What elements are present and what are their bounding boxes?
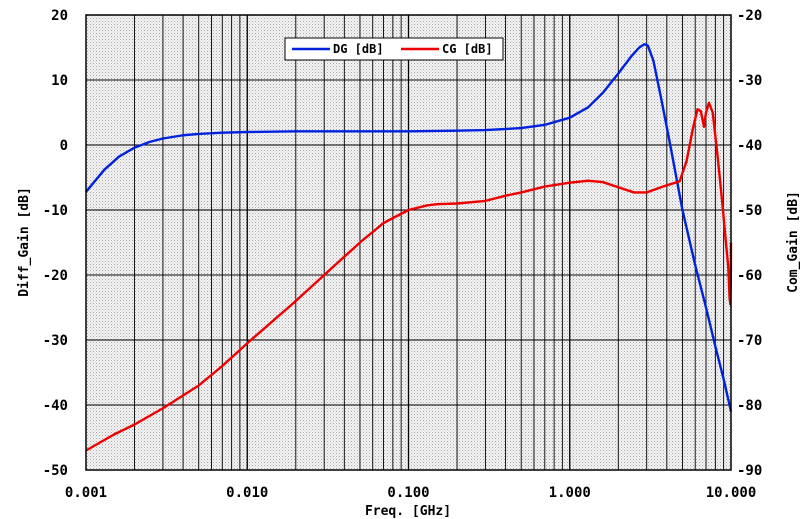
x-tick-label: 10.000 (706, 485, 757, 501)
y-axis-title-left: Diff_Gain [dB] (17, 187, 32, 297)
x-tick-label: 0.100 (387, 485, 429, 501)
y-tick-label-left: 0 (60, 138, 68, 154)
y-tick-label-right: -20 (737, 8, 762, 24)
y-tick-label-left: -10 (43, 203, 68, 219)
legend: DG [dB] CG [dB] (284, 37, 504, 61)
y-tick-label-right: -90 (737, 463, 762, 479)
y-axis-title-right: Com_Gain [dB] (786, 191, 801, 293)
y-tick-label-right: -40 (737, 138, 762, 154)
legend-label-dg: DG [dB] (333, 42, 384, 56)
y-tick-label-left: 20 (51, 8, 68, 24)
y-tick-label-left: -40 (43, 398, 68, 414)
tick-labels: 0.001 0.010 0.100 1.000 10.000 20 10 0 -10 -20 -30… (43, 8, 763, 501)
x-axis-title: Freq. [GHz] (365, 504, 451, 519)
y-tick-label-right: -80 (737, 398, 762, 414)
x-tick-label: 0.001 (65, 485, 107, 501)
legend-box (284, 37, 504, 61)
plot-frame (85, 14, 732, 471)
x-tick-label: 0.010 (226, 485, 268, 501)
legend-label-cg: CG [dB] (442, 42, 493, 56)
grid (86, 15, 731, 470)
y-tick-label-right: -30 (737, 73, 762, 89)
y-tick-label-left: -50 (43, 463, 68, 479)
series-line-cg (85, 101, 733, 452)
y-tick-label-left: -20 (43, 268, 68, 284)
y-tick-label-right: -70 (737, 333, 762, 349)
y-tick-label-right: -60 (737, 268, 762, 284)
y-tick-label-left: 10 (51, 73, 68, 89)
x-tick-label: 1.000 (549, 485, 591, 501)
y-tick-label-left: -30 (43, 333, 68, 349)
series-line-dg (85, 43, 733, 412)
series-layer (85, 43, 733, 452)
y-tick-label-right: -50 (737, 203, 762, 219)
